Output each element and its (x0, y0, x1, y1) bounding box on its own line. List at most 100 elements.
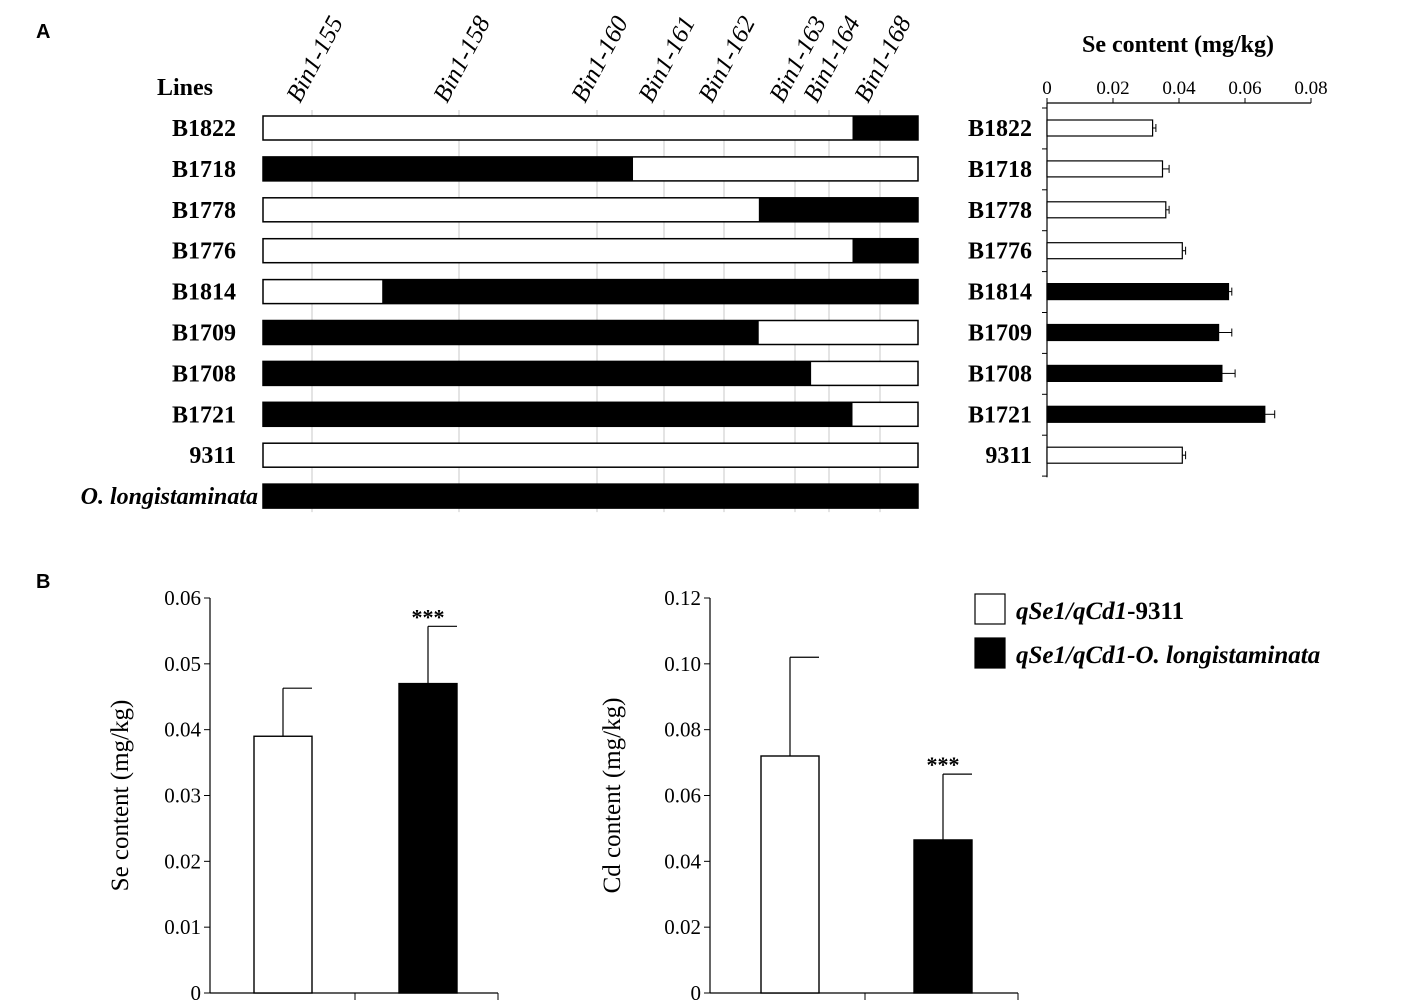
genotype-bar-outline (262, 360, 919, 387)
genotype-bar-outline (262, 401, 919, 428)
genotype-bar-outline (262, 483, 919, 509)
y-tick-label: 0.04 (164, 718, 201, 742)
genotype-bar-outline (262, 156, 919, 182)
line-label: B1778 (172, 198, 236, 224)
y-tick-label: 0.02 (164, 849, 201, 873)
y-tick-label: 0.04 (664, 849, 701, 873)
y-tick-label: 0.08 (664, 718, 701, 742)
genotype-map: Lines Bin1-155 Bin1-158 Bin1-160 Bin1-161Bi… (81, 12, 919, 513)
genotype-bar-outline (262, 319, 919, 346)
hbar-bar (1046, 160, 1164, 178)
legend-label: qSe1/qCd1-9311 (1016, 598, 1184, 625)
hbar-bar (1046, 242, 1183, 260)
y-tick-label: 0.02 (664, 915, 701, 939)
genotype-rows: B1822 B1718 B1778 B1776 B1814 B1709 B1708 B1721… (81, 115, 919, 510)
y-tick-label: 0 (191, 981, 202, 1005)
cd-content-bar-chart: 0 0.02 0.04 0.06 0.08 0.10 0.12 Cd content (mg/… (599, 586, 1019, 1005)
genotype-segment (263, 484, 918, 509)
genotype-segment (263, 402, 853, 427)
hbar-bar (1046, 201, 1167, 219)
genotype-bar-outline (262, 278, 919, 305)
hbar-bar (1046, 364, 1223, 382)
se-content-bar-chart: 0 0.01 0.02 0.03 0.04 0.05 0.06 Se content (mg/… (107, 586, 499, 1005)
genotype-segment (263, 197, 759, 222)
legend-label-italic: qSe1/qCd1 (1016, 598, 1127, 625)
genotype-segment (758, 320, 918, 345)
legend-label-suffix: -9311 (1127, 598, 1184, 625)
legend-label: qSe1/qCd1-O. longistaminata (1016, 642, 1320, 669)
legend: qSe1/qCd1-9311 qSe1/qCd1-O. longistaminat… (974, 593, 1320, 669)
bin-marker-label-1: Bin1-155 (281, 12, 349, 107)
y-axis-label: Cd content (mg/kg) (599, 698, 626, 894)
genotype-segment (263, 361, 812, 386)
genotype-bar-outline (262, 197, 919, 223)
bar (398, 682, 458, 994)
genotype-segment (382, 279, 919, 304)
hbar-x-tick-label: 0.06 (1228, 78, 1261, 99)
hbar-x-tick-label: 0.04 (1162, 78, 1196, 99)
hbar-bar (1046, 405, 1266, 423)
genotype-segment (263, 116, 853, 140)
line-label: B1822 (172, 116, 236, 142)
y-tick-label: 0.05 (164, 652, 201, 676)
genotype-segment (263, 320, 759, 345)
y-tick-label: 0.06 (164, 586, 201, 610)
y-tick-label: 0.01 (164, 915, 201, 939)
hbar-x-tick-label: 0.02 (1096, 78, 1129, 99)
bar (760, 755, 820, 994)
bin-marker-label-3: Bin1-160 (566, 12, 634, 107)
legend-swatch (974, 637, 1006, 669)
bin-marker-label-4: Bin1-161 (633, 12, 701, 107)
bin-marker-label-5: Bin1-162 (693, 12, 761, 107)
hbar-bar (1046, 323, 1220, 342)
genotype-segment (811, 361, 918, 386)
bar (253, 735, 313, 994)
line-label: B1814 (172, 280, 236, 306)
significance-label: *** (927, 752, 960, 777)
hbar-category-label: 9311 (985, 443, 1032, 469)
line-label: B1709 (172, 321, 236, 347)
genotype-segment (263, 443, 918, 468)
hbar-category-label: B1776 (968, 239, 1032, 265)
lines-header: Lines (157, 75, 213, 101)
genotype-segment (852, 238, 918, 263)
panel-label-a: A (36, 21, 50, 43)
genotype-segment (758, 197, 918, 222)
genotype-segment (263, 238, 853, 263)
hbar-category-label: B1718 (968, 157, 1032, 183)
hbar-category-label: B1822 (968, 116, 1032, 142)
hbar-x-tick-label: 0.08 (1294, 78, 1327, 99)
hbar-bar (1046, 119, 1154, 137)
bar (913, 839, 973, 994)
line-label: O. longistaminata (81, 484, 258, 510)
y-tick-label: 0.06 (664, 784, 701, 808)
legend-label-italic: qSe1/qCd1-O. longistaminata (1016, 642, 1320, 669)
y-tick-label: 0.10 (664, 652, 701, 676)
significance-label: *** (412, 604, 445, 629)
hbar-category-label: B1721 (968, 402, 1032, 428)
genotype-segment (263, 279, 383, 304)
hbar-category-label: B1708 (968, 361, 1032, 387)
hbar-bar (1046, 283, 1230, 301)
genotype-bar-outline (262, 115, 919, 141)
genotype-segment (852, 116, 918, 140)
hbar-category-label: B1709 (968, 321, 1032, 347)
line-label: B1708 (172, 361, 236, 387)
hbar-bar (1046, 446, 1183, 464)
panel-label-b: B (36, 571, 50, 593)
genotype-bar-outline (262, 237, 919, 264)
legend-swatch (974, 593, 1006, 625)
genotype-segment (633, 156, 918, 181)
hbar-category-label: B1778 (968, 198, 1032, 224)
se-content-hbar-chart: Se content (mg/kg) 0 0.02 0.04 0.06 0.08 B182… (968, 32, 1328, 478)
y-tick-label: 0.12 (664, 586, 701, 610)
bin-marker-labels: Bin1-155 Bin1-158 Bin1-160 Bin1-161Bin1-162… (281, 12, 917, 107)
hbar-x-tick-label: 0 (1042, 78, 1052, 99)
y-tick-label: 0.03 (164, 784, 201, 808)
line-label: B1721 (172, 402, 236, 428)
bin-marker-label-2: Bin1-158 (428, 12, 496, 107)
hbar-category-label: B1814 (968, 280, 1032, 306)
genotype-bar-outline (262, 442, 919, 468)
line-label: 9311 (189, 443, 236, 469)
